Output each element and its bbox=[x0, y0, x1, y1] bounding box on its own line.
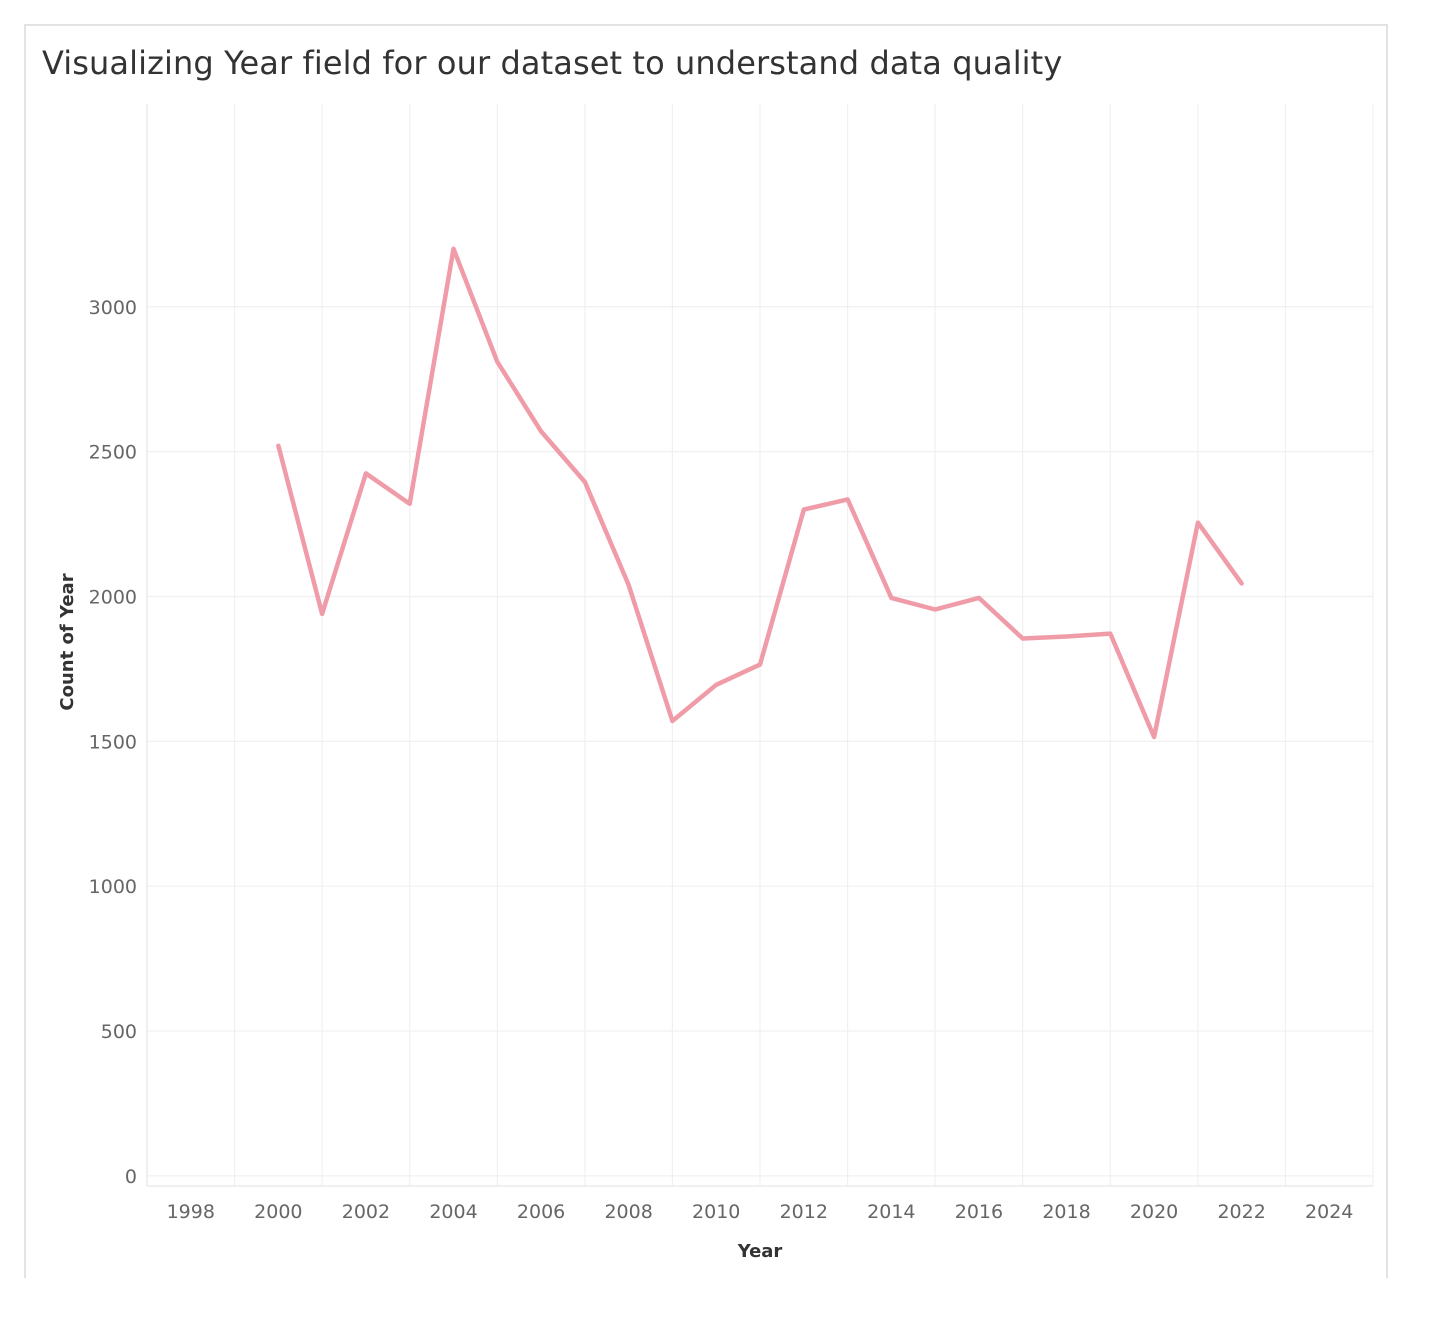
x-tick-label: 2024 bbox=[1305, 1201, 1353, 1223]
y-tick-label: 1000 bbox=[89, 876, 137, 898]
series-layer bbox=[276, 246, 1244, 740]
x-tick-label: 2014 bbox=[867, 1201, 915, 1223]
x-tick-label: 2006 bbox=[517, 1201, 565, 1223]
x-tick-label: 2008 bbox=[604, 1201, 652, 1223]
y-tick-label: 2000 bbox=[89, 586, 137, 608]
x-tick-label: 2010 bbox=[692, 1201, 740, 1223]
y-tick-label: 0 bbox=[125, 1166, 137, 1188]
y-tick-label: 500 bbox=[101, 1021, 137, 1043]
y-tick-label: 2500 bbox=[89, 442, 137, 464]
grid-lines bbox=[147, 104, 1374, 1186]
x-tick-label: 2004 bbox=[429, 1201, 477, 1223]
series-line bbox=[276, 246, 1244, 740]
x-tick-label: 1998 bbox=[167, 1201, 215, 1223]
x-tick-label: 2000 bbox=[254, 1201, 302, 1223]
tick-labels: 1998 2000 2002 2004 2006 2008 2010 2012 2014 2016… bbox=[89, 297, 1354, 1223]
x-tick-label: 2002 bbox=[342, 1201, 390, 1223]
x-tick-label: 2012 bbox=[780, 1201, 828, 1223]
x-tick-label: 2018 bbox=[1042, 1201, 1090, 1223]
y-axis-title: Count of Year bbox=[57, 573, 78, 710]
chart-frame bbox=[24, 24, 1388, 1278]
x-tick-label: 2022 bbox=[1217, 1201, 1265, 1223]
y-tick-label: 3000 bbox=[89, 297, 137, 319]
x-tick-label: 2020 bbox=[1130, 1201, 1178, 1223]
axes bbox=[146, 104, 1373, 1187]
x-axis-title: Year bbox=[737, 1241, 783, 1262]
chart-title: Visualizing Year field for our dataset t… bbox=[42, 44, 1063, 82]
x-tick-label: 2016 bbox=[955, 1201, 1003, 1223]
y-tick-label: 1500 bbox=[89, 731, 137, 753]
